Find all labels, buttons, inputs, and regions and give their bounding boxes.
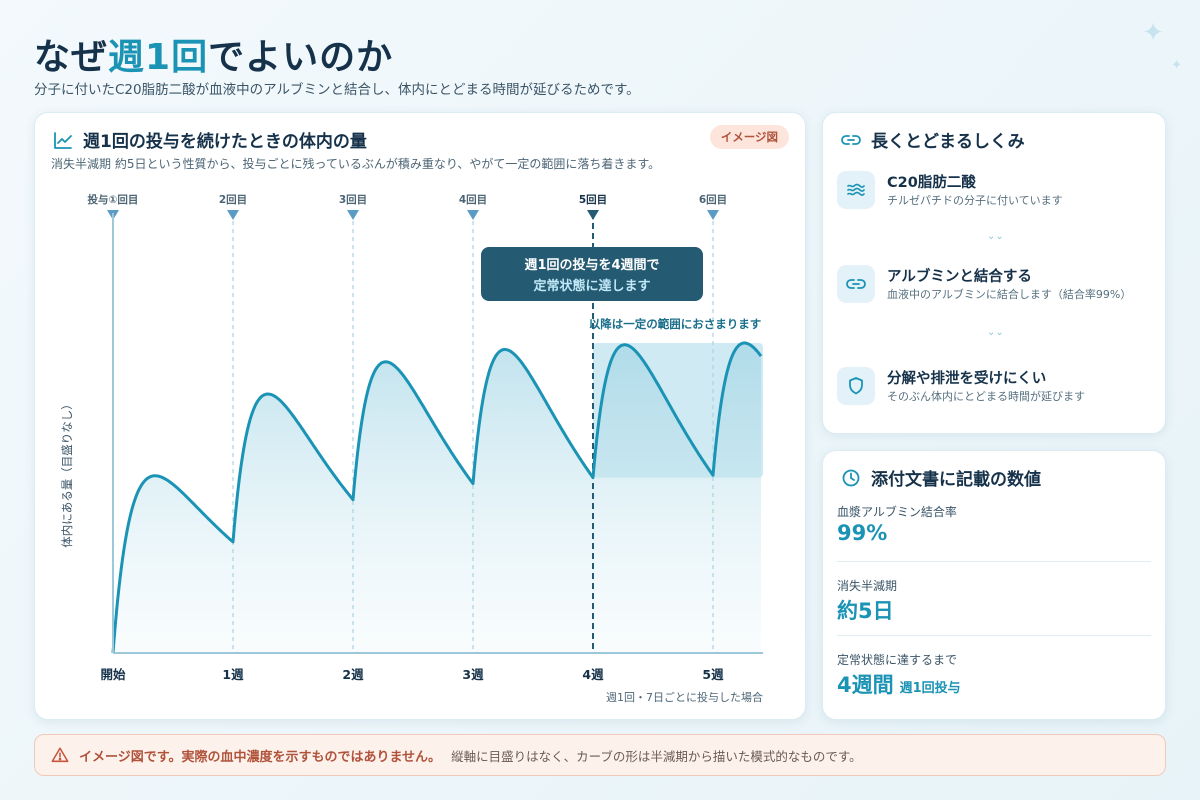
chart-title: 週1回の投与を続けたときの体内の量 [83, 132, 367, 152]
values-title: 添付文書に記載の数値 [871, 470, 1041, 490]
notice-text: 縦軸に目盛りはなく、カーブの形は半減期から描いた模式的なものです。 [451, 748, 862, 764]
mechanism-card: 長くとどまるしくみ C20脂肪二酸 チルゼパチドの分子に付いています ⌄⌄ アル… [822, 112, 1166, 434]
chart-footnote: 週1回・7日ごとに投与した場合 [606, 690, 763, 704]
y-axis-label: 体内にある量（目盛りなし） [60, 398, 74, 548]
dose-marker [227, 210, 239, 220]
values-card: 添付文書に記載の数値 血漿アルブミン結合率 99% 消失半減期 約5日 定常状態… [822, 450, 1166, 720]
chart-card-header: 週1回の投与を続けたときの体内の量 [53, 127, 367, 152]
dose-label: 2回目 [219, 194, 247, 206]
x-tick-label: 2週 [342, 667, 364, 682]
link-icon [837, 265, 875, 303]
callout-line-2: 定常状態に達します [532, 278, 650, 294]
image-badge: イメージ図 [709, 125, 789, 149]
mechanism-item-desc: チルゼパチドの分子に付いています [887, 194, 1063, 207]
mechanism-item-title: C20脂肪二酸 [887, 175, 976, 191]
dose-label: 4回目 [459, 194, 487, 206]
value-label: 消失半減期 [837, 579, 898, 593]
x-tick-label: 3週 [462, 667, 484, 682]
sparkle-icon: ✦ [1171, 58, 1182, 73]
mechanism-header: 長くとどまるしくみ [841, 127, 1025, 152]
dose-marker [467, 210, 479, 220]
divider [837, 561, 1151, 562]
waves-icon [837, 171, 875, 209]
value-number: 99% [837, 521, 888, 545]
mechanism-title: 長くとどまるしくみ [871, 132, 1025, 152]
callout-line-1: 週1回の投与を4週間で [524, 257, 659, 273]
dose-label: 投与①回目 [88, 193, 139, 206]
mechanism-item-desc: そのぶん体内にとどまる時間が延びます [887, 390, 1085, 403]
x-tick-label: 1週 [222, 667, 244, 682]
value-label: 血漿アルブミン結合率 [837, 505, 957, 519]
callout-box [481, 247, 703, 301]
mechanism-item: 分解や排泄を受けにくい そのぶん体内にとどまる時間が延びます [837, 367, 1153, 423]
chart-card: 週1回の投与を続けたときの体内の量 イメージ図 消失半減期 約5日という性質から… [34, 112, 806, 720]
mechanism-item: アルブミンと結合する 血液中のアルブミンに結合します（結合率99%） [837, 265, 1153, 321]
dose-label: 6回目 [699, 194, 727, 206]
x-tick-label: 開始 [100, 667, 126, 682]
dose-label: 5回目 [579, 194, 607, 206]
dose-marker [587, 210, 599, 220]
clock-icon [842, 469, 860, 486]
mechanism-item-title: 分解や排泄を受けにくい [887, 371, 1047, 387]
notice-bold: イメージ図です。実際の血中濃度を示すものではありません。 [79, 749, 442, 765]
x-tick-label: 5週 [702, 667, 724, 682]
mechanism-item-title: アルブミンと結合する [887, 269, 1032, 285]
divider [837, 635, 1151, 636]
chevron-down-icon: ⌄⌄ [987, 327, 1004, 338]
line-chart-icon [54, 131, 72, 149]
warning-icon [51, 747, 69, 763]
dose-marker [707, 210, 719, 220]
x-tick-label: 4週 [582, 667, 604, 682]
value-number: 約5日 [837, 599, 894, 623]
band-label: 以降は一定の範囲におさまります [589, 317, 762, 331]
chevron-down-icon: ⌄⌄ [987, 231, 1004, 242]
mechanism-item: C20脂肪二酸 チルゼパチドの分子に付いています [837, 171, 1153, 227]
dose-marker [347, 210, 359, 220]
series-line [111, 341, 763, 654]
shield-icon [837, 367, 875, 405]
page-title: なぜ週1回でよいのか [34, 37, 394, 78]
sparkle-icon: ✦ [1142, 18, 1164, 48]
value-sub: 週1回投与 [899, 681, 961, 696]
value-number: 4週間 週1回投与 [837, 673, 961, 697]
chart-description: 消失半減期 約5日という性質から、投与ごとに残っているぶんが積み重なり、やがて一… [51, 157, 661, 171]
value-label: 定常状態に達するまで [837, 653, 958, 667]
page-subtitle: 分子に付いたC20脂肪二酸が血液中のアルブミンと結合し、体内にとどまる時間が延び… [34, 82, 640, 98]
notice-banner: イメージ図です。実際の血中濃度を示すものではありません。 縦軸に目盛りはなく、カ… [34, 734, 1166, 776]
values-header: 添付文書に記載の数値 [841, 465, 1041, 490]
link-icon [841, 134, 861, 145]
dose-label: 3回目 [339, 194, 367, 206]
mechanism-item-desc: 血液中のアルブミンに結合します（結合率99%） [887, 288, 1132, 301]
